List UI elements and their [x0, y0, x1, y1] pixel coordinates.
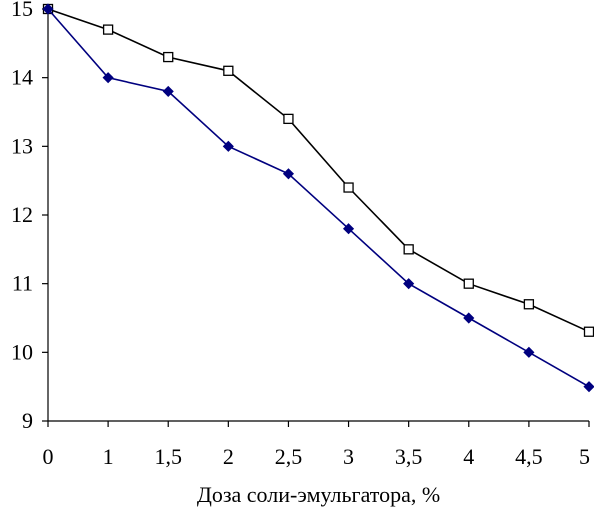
series-2: [42, 3, 594, 393]
y-tick-label: 12: [11, 202, 33, 227]
data-point: [463, 278, 474, 289]
data-point: [163, 51, 174, 63]
data-point: [403, 278, 415, 290]
data-point: [42, 3, 54, 15]
series-line: [47, 8, 590, 333]
axes: [47, 9, 589, 422]
y-tick-label: 11: [12, 271, 33, 296]
x-tick-label: 1,5: [154, 444, 182, 469]
data-point: [403, 244, 414, 255]
x-tick-label: 0: [43, 444, 54, 469]
x-tick-label: 4: [463, 444, 474, 469]
y-tick-label: 13: [11, 133, 33, 158]
data-point: [222, 140, 234, 152]
series-1: [42, 3, 594, 337]
y-ticks: 9 10 11 12 13 14 15: [11, 0, 48, 433]
data-point: [583, 381, 594, 393]
data-point: [463, 312, 475, 324]
x-tick-label: 1: [103, 444, 114, 469]
data-point: [343, 182, 354, 193]
x-axis-title: Доза соли-эмульгатора, %: [197, 482, 440, 507]
x-tick-label: 2: [223, 444, 234, 469]
series-layer: [42, 3, 594, 393]
series-line: [47, 8, 590, 388]
x-ticks: 0 1 1,5 2 2,5 3 3,5 4 4,5 5: [43, 421, 590, 469]
data-point: [102, 24, 114, 35]
x-tick-label: 2,5: [275, 444, 303, 469]
data-point: [523, 346, 535, 358]
y-tick-label: 10: [11, 339, 33, 364]
y-tick-label: 9: [22, 408, 33, 433]
data-point: [342, 223, 355, 235]
data-point: [162, 85, 174, 97]
x-tick-label: 3: [343, 444, 354, 469]
data-point: [282, 168, 295, 180]
y-tick-label: 15: [11, 0, 33, 21]
x-tick-label: 4,5: [515, 444, 543, 469]
data-point: [102, 72, 114, 84]
data-point: [223, 65, 234, 76]
x-tick-label: 3,5: [395, 444, 423, 469]
data-point: [523, 299, 535, 310]
data-point: [283, 113, 294, 125]
y-tick-label: 14: [11, 65, 33, 90]
data-point: [583, 326, 594, 337]
x-tick-label: 5: [579, 444, 590, 469]
